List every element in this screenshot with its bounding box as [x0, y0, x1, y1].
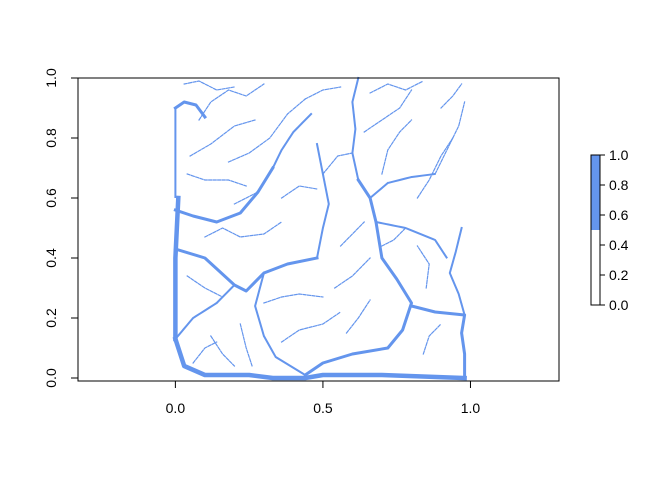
stream-segment — [368, 172, 437, 200]
stream-segment — [409, 304, 467, 380]
stream-segment — [173, 165, 275, 224]
stream-segment — [173, 195, 181, 342]
legend-tick-label: 0.2 — [609, 267, 629, 283]
stream-segment — [186, 275, 224, 298]
x-tick-label: 0.5 — [313, 400, 333, 416]
stream-segment — [381, 119, 413, 175]
stream-segment — [440, 83, 463, 109]
legend-tick-label: 1.0 — [609, 147, 629, 163]
stream-segment — [254, 271, 307, 377]
raster-stream-network — [172, 76, 467, 381]
legend-tick-label: 0.0 — [609, 297, 629, 313]
stream-segment — [345, 299, 371, 334]
stream-segment — [233, 191, 259, 205]
stream-segment — [192, 341, 218, 364]
stream-segment — [339, 221, 366, 247]
stream-segment — [369, 80, 425, 94]
y-axis: 0.0 0.2 0.4 0.6 0.8 1.0 — [43, 68, 79, 388]
stream-segment — [434, 101, 466, 175]
plot-frame — [77, 77, 560, 382]
legend-color-bin — [591, 230, 600, 305]
stream-segment — [239, 323, 253, 367]
stream-segment — [271, 112, 313, 170]
stream-segment — [304, 86, 342, 100]
stream-segment — [173, 283, 236, 341]
legend-frame — [590, 154, 601, 306]
y-tick-label: 0.4 — [43, 248, 59, 268]
stream-segment — [183, 80, 236, 91]
stream-segment — [263, 293, 324, 304]
stream-segment — [333, 257, 371, 289]
stream-segment — [172, 336, 467, 381]
x-tick-label: 0.0 — [166, 400, 186, 416]
stream-segment — [363, 89, 413, 133]
y-tick-label: 0.8 — [43, 128, 59, 148]
y-tick-label: 0.6 — [43, 188, 59, 208]
legend-color-bin — [591, 155, 600, 230]
stream-segment — [198, 83, 265, 121]
legend-tick-label: 0.6 — [609, 207, 629, 223]
stream-segment — [173, 247, 319, 293]
legend-tick-label: 0.4 — [609, 237, 629, 253]
stream-segment — [322, 152, 354, 175]
stream-segment — [186, 173, 247, 187]
stream-segment — [351, 76, 360, 182]
stream-segment — [416, 245, 430, 289]
x-axis: 0.0 0.5 1.0 — [166, 380, 481, 416]
color-legend: 0.0 0.2 0.4 0.6 0.8 1.0 — [590, 147, 629, 313]
y-tick-label: 0.2 — [43, 308, 59, 328]
stream-segment — [204, 221, 283, 238]
stream-segment — [315, 142, 330, 260]
stream-segment — [303, 177, 413, 378]
stream-segment — [173, 100, 207, 120]
y-tick-label: 0.0 — [43, 368, 59, 388]
y-tick-label: 1.0 — [43, 68, 59, 88]
stream-segment — [381, 227, 407, 247]
stream-segment — [227, 98, 307, 163]
x-tick-label: 1.0 — [461, 400, 481, 416]
stream-segment — [280, 185, 318, 199]
stream-segment — [416, 137, 454, 199]
stream-segment — [280, 311, 342, 343]
legend-tick-label: 0.8 — [609, 177, 629, 193]
stream-segment — [448, 226, 466, 317]
stream-segment — [189, 119, 256, 157]
stream-segment — [209, 335, 236, 367]
stream-segment — [422, 323, 442, 355]
stream-segment — [374, 220, 449, 260]
